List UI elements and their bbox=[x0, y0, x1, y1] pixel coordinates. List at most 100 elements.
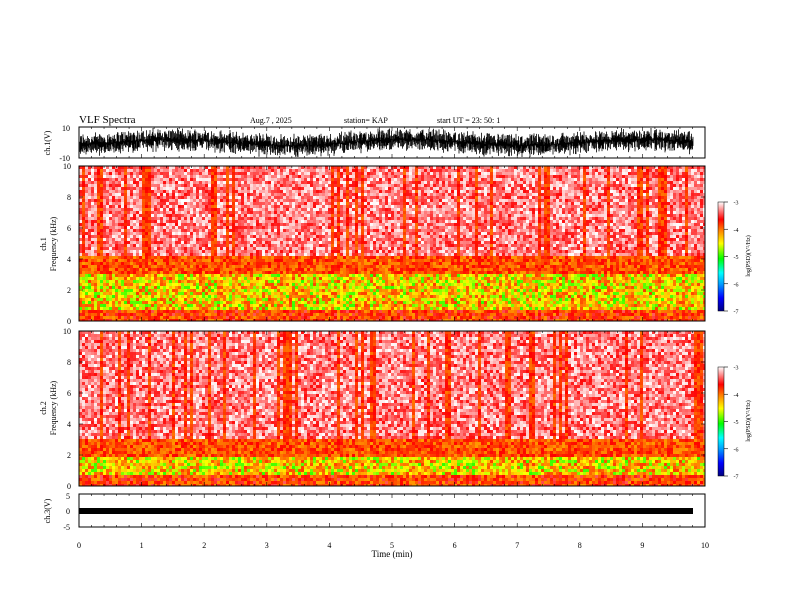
spectrogram-cell bbox=[283, 298, 286, 301]
spectrogram-cell bbox=[160, 262, 163, 265]
spectrogram-cell bbox=[214, 307, 217, 310]
spectrogram-cell bbox=[154, 316, 157, 319]
spectrogram-cell bbox=[265, 259, 268, 262]
spectrogram-cell bbox=[340, 253, 343, 256]
spectrogram-cell bbox=[244, 190, 247, 193]
spectrogram-cell bbox=[334, 316, 337, 319]
spectrogram-cell bbox=[139, 181, 142, 184]
spectrogram-cell bbox=[331, 238, 334, 241]
spectrogram-cell bbox=[187, 217, 190, 220]
spectrogram-cell bbox=[160, 319, 163, 321]
spectrogram-cell bbox=[178, 169, 181, 172]
spectrogram-cell bbox=[277, 226, 280, 229]
spectrogram-cell bbox=[142, 310, 145, 313]
spectrogram-cell bbox=[193, 283, 196, 286]
spectrogram-cell bbox=[235, 181, 238, 184]
spectrogram-cell bbox=[304, 181, 307, 184]
spectrogram-cell bbox=[100, 316, 103, 319]
spectrogram-cell bbox=[322, 268, 325, 271]
spectrogram-cell bbox=[253, 193, 256, 196]
spectrogram-cell bbox=[157, 277, 160, 280]
spectrogram-cell bbox=[340, 301, 343, 304]
spectrogram-cell bbox=[295, 244, 298, 247]
spectrogram-cell bbox=[97, 229, 100, 232]
spectrogram-cell bbox=[208, 283, 211, 286]
spectrogram-cell bbox=[142, 262, 145, 265]
spectrogram-cell bbox=[241, 217, 244, 220]
spectrogram-cell bbox=[301, 232, 304, 235]
spectrogram-cell bbox=[310, 202, 313, 205]
spectrogram-cell bbox=[145, 286, 148, 289]
spectrogram-cell bbox=[238, 208, 241, 211]
spectrogram-cell bbox=[274, 199, 277, 202]
spectrogram-cell bbox=[193, 262, 196, 265]
spectrogram-cell bbox=[202, 190, 205, 193]
spectrogram-cell bbox=[112, 211, 115, 214]
spectrogram-cell bbox=[271, 268, 274, 271]
spectrogram-cell bbox=[172, 289, 175, 292]
spectrogram-cell bbox=[163, 181, 166, 184]
spectrogram-cell bbox=[85, 253, 88, 256]
spectrogram-cell bbox=[301, 238, 304, 241]
spectrogram-cell bbox=[208, 292, 211, 295]
spectrogram-cell bbox=[259, 232, 262, 235]
spectrogram-cell bbox=[265, 250, 268, 253]
spectrogram-cell bbox=[94, 178, 97, 181]
spectrogram-cell bbox=[352, 271, 355, 274]
spectrogram-cell bbox=[178, 298, 181, 301]
spectrogram-cell bbox=[229, 181, 232, 184]
spectrogram-cell bbox=[346, 310, 349, 313]
spectrogram-cell bbox=[133, 286, 136, 289]
spectrogram-cell bbox=[340, 220, 343, 223]
spectrogram-cell bbox=[208, 241, 211, 244]
spectrogram-cell bbox=[304, 193, 307, 196]
spectrogram-cell bbox=[295, 241, 298, 244]
spectrogram-cell bbox=[307, 247, 310, 250]
spectrogram-cell bbox=[166, 271, 169, 274]
spectrogram-cell bbox=[130, 271, 133, 274]
spectrogram-cell bbox=[136, 193, 139, 196]
spectrogram-cell bbox=[157, 193, 160, 196]
spectrogram-cell bbox=[151, 169, 154, 172]
spectrogram-cell bbox=[286, 208, 289, 211]
spectrogram-cell bbox=[220, 229, 223, 232]
spectrogram-cell bbox=[244, 298, 247, 301]
spectrogram-cell bbox=[298, 235, 301, 238]
spectrogram-cell bbox=[103, 277, 106, 280]
spectrogram-cell bbox=[328, 175, 331, 178]
spectrogram-cell bbox=[325, 211, 328, 214]
spectrogram-cell bbox=[328, 250, 331, 253]
spectrogram-cell bbox=[127, 265, 130, 268]
spectrogram-cell bbox=[106, 181, 109, 184]
spectrogram-cell bbox=[268, 241, 271, 244]
spectrogram-cell bbox=[349, 280, 352, 283]
spectrogram-cell bbox=[238, 199, 241, 202]
spectrogram-cell bbox=[346, 214, 349, 217]
spectrogram-cell bbox=[220, 247, 223, 250]
spectrogram-cell bbox=[82, 250, 85, 253]
spectrogram-cell bbox=[208, 199, 211, 202]
spectrogram-cell bbox=[355, 235, 358, 238]
spectrogram-cell bbox=[199, 193, 202, 196]
spectrogram-cell bbox=[193, 298, 196, 301]
spectrogram-cell bbox=[352, 301, 355, 304]
spectrogram-cell bbox=[235, 265, 238, 268]
spectrogram-cell bbox=[346, 175, 349, 178]
spectrogram-cell bbox=[148, 229, 151, 232]
spectrogram-cell bbox=[262, 256, 265, 259]
spectrogram-cell bbox=[163, 226, 166, 229]
spectrogram-cell bbox=[220, 193, 223, 196]
spectrogram-cell bbox=[340, 280, 343, 283]
spectrogram-cell bbox=[148, 274, 151, 277]
spectrogram-cell bbox=[358, 268, 361, 271]
spectrogram-cell bbox=[223, 304, 226, 307]
spectrogram-cell bbox=[358, 286, 361, 289]
spectrogram-cell bbox=[181, 295, 184, 298]
spectrogram-cell bbox=[265, 208, 268, 211]
spectrogram-cell bbox=[127, 298, 130, 301]
spectrogram-cell bbox=[100, 166, 103, 169]
spectrogram-cell bbox=[229, 175, 232, 178]
spectrogram-cell bbox=[304, 268, 307, 271]
spectrogram-cell bbox=[145, 295, 148, 298]
spectrogram-cell bbox=[184, 283, 187, 286]
